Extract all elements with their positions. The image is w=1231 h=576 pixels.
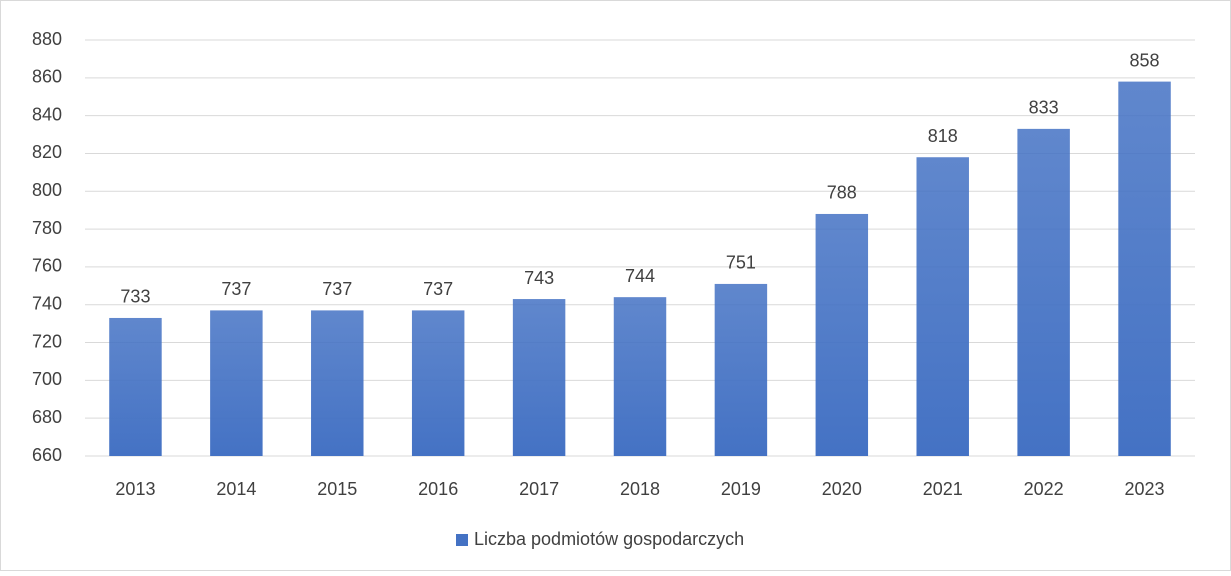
- x-tick-label: 2018: [620, 479, 660, 499]
- y-tick-label: 740: [32, 293, 62, 313]
- legend-label: Liczba podmiotów gospodarczych: [474, 529, 744, 549]
- x-tick-label: 2014: [216, 479, 256, 499]
- x-tick-label: 2022: [1024, 479, 1064, 499]
- y-tick-label: 760: [32, 256, 62, 276]
- y-tick-label: 840: [32, 104, 62, 124]
- data-label: 737: [423, 279, 453, 299]
- bar: [512, 299, 566, 456]
- bar: [916, 157, 969, 456]
- y-tick-label: 820: [32, 142, 62, 162]
- x-tick-label: 2015: [317, 479, 357, 499]
- bar: [613, 297, 667, 456]
- x-tick-label: 2021: [923, 479, 963, 499]
- y-tick-label: 660: [32, 445, 62, 465]
- x-tick-label: 2019: [721, 479, 761, 499]
- x-tick-label: 2017: [519, 479, 559, 499]
- bar: [210, 310, 263, 456]
- x-tick-label: 2013: [115, 479, 155, 499]
- bar: [109, 317, 162, 456]
- legend-swatch: [456, 534, 468, 546]
- y-tick-label: 780: [32, 218, 62, 238]
- bar: [1017, 128, 1070, 456]
- bar: [311, 310, 364, 456]
- bar: [815, 213, 869, 456]
- y-tick-label: 880: [32, 29, 62, 49]
- x-tick-label: 2020: [822, 479, 862, 499]
- data-label: 833: [1029, 98, 1059, 118]
- data-label: 743: [524, 268, 554, 288]
- y-tick-label: 720: [32, 331, 62, 351]
- y-tick-label: 700: [32, 369, 62, 389]
- x-tick-label: 2016: [418, 479, 458, 499]
- y-tick-label: 800: [32, 180, 62, 200]
- data-label: 818: [928, 126, 958, 146]
- data-label: 788: [827, 183, 857, 203]
- y-tick-label: 680: [32, 407, 62, 427]
- data-label: 737: [322, 279, 352, 299]
- bar: [1118, 81, 1171, 456]
- y-tick-label: 860: [32, 67, 62, 87]
- data-label: 733: [120, 287, 150, 307]
- x-tick-label: 2023: [1125, 479, 1165, 499]
- data-label: 751: [726, 253, 756, 273]
- bar: [411, 310, 465, 456]
- data-label: 858: [1130, 50, 1160, 70]
- data-label: 737: [221, 279, 251, 299]
- bar: [714, 283, 768, 456]
- data-label: 744: [625, 266, 655, 286]
